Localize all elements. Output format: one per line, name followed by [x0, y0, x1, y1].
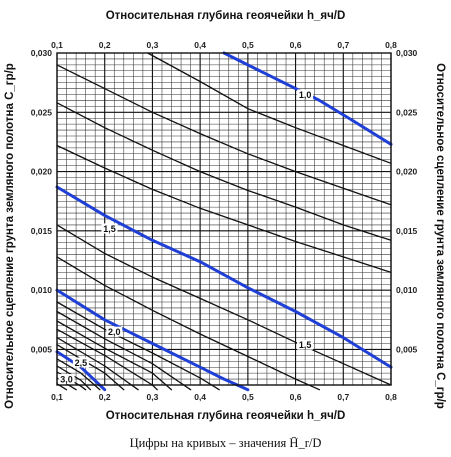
- x-tick-label-bottom: 0,2: [99, 392, 111, 402]
- curve-6: [56, 224, 392, 386]
- x-tick-label-top: 0,5: [242, 40, 254, 50]
- y-tick-label-left: 0,020: [31, 167, 53, 177]
- curve-label: 1,0: [299, 90, 312, 100]
- y-tick-label-left: 0,030: [31, 48, 53, 58]
- y-tick-label-left: 0,025: [31, 107, 53, 117]
- y-tick-label-left: 0,010: [31, 285, 53, 295]
- curve-label: 2,5: [75, 358, 88, 368]
- curve-14: [56, 344, 125, 391]
- x-tick-label-bottom: 0,4: [194, 392, 206, 402]
- curve-13: [56, 336, 139, 391]
- curve-label: 1,5: [103, 224, 116, 234]
- curve-highlight-8: [55, 288, 250, 392]
- x-tick-label-top: 0,1: [51, 40, 63, 50]
- curve-11: [56, 320, 173, 391]
- y-tick-label-right: 0,025: [396, 107, 418, 117]
- y-tick-label-right: 0,020: [396, 167, 418, 177]
- x-tick-label-bottom: 0,6: [290, 392, 302, 402]
- x-tick-label-top: 0,2: [99, 40, 111, 50]
- curve-9: [56, 301, 220, 391]
- curve-12: [56, 328, 158, 391]
- curves: [55, 51, 393, 392]
- curve-label-bg: [106, 326, 123, 337]
- curve-labels: 1,0 1,5 1,5 2,0 2,53,0: [58, 89, 314, 385]
- y-axis-title-left: Относительное сцепление грунта земляного…: [4, 63, 16, 409]
- x-tick-label-top: 0,7: [337, 40, 349, 50]
- y-tick-label-right: 0,005: [396, 344, 418, 354]
- x-tick-label-bottom: 0,5: [242, 392, 254, 402]
- curve-7: [56, 256, 321, 391]
- curve-3: [56, 102, 392, 241]
- curve-label: 2,0: [108, 327, 121, 337]
- x-tick-label-bottom: 0,8: [385, 392, 397, 402]
- y-tick-label-right: 0,015: [396, 226, 418, 236]
- curve-16: [56, 358, 101, 391]
- curve-label-bg: [297, 339, 314, 350]
- curve-label-bg: [72, 357, 89, 368]
- y-tick-label-right: 0,030: [396, 48, 418, 58]
- x-tick-label-bottom: 0,1: [51, 392, 63, 402]
- curve-2: [56, 64, 392, 206]
- plot-frame: [56, 52, 392, 386]
- curve-highlight-0: [222, 51, 393, 146]
- y-tick-label-right: 0,010: [396, 285, 418, 295]
- y-tick-label-left: 0,005: [31, 344, 53, 354]
- y-tick-label-left: 0,015: [31, 226, 53, 236]
- x-tick-label-bottom: 0,7: [337, 392, 349, 402]
- curve-label-bg: [101, 223, 118, 234]
- x-ticks-bottom: 0,1 0,2 0,3 0,4 0,5 0,6 0,7 0,8: [51, 392, 397, 402]
- chart-caption: Цифры на кривых – значения H̄_r/D: [129, 436, 322, 450]
- y-ticks-right: 0,005 0,010 0,015 0,020 0,025 0,030: [396, 48, 418, 354]
- curve-label-bg: [297, 89, 314, 100]
- x-tick-label-top: 0,3: [147, 40, 159, 50]
- y-ticks-left: 0,005 0,010 0,015 0,020 0,025 0,030: [31, 48, 53, 354]
- curve-label: 1,5: [299, 340, 312, 350]
- x-tick-label-top: 0,6: [290, 40, 302, 50]
- y-axis-title-right: Относительное сцепление грунта земляного…: [434, 63, 446, 409]
- curve-label: 3,0: [60, 375, 73, 385]
- x-tick-label-bottom: 0,3: [147, 392, 159, 402]
- x-tick-label-top: 0,4: [194, 40, 206, 50]
- x-ticks-top: 0,1 0,2 0,3 0,4 0,5 0,6 0,7 0,8: [51, 40, 397, 50]
- x-tick-label-top: 0,8: [385, 40, 397, 50]
- curve-label-bg: [58, 374, 75, 385]
- curve-17: [56, 365, 92, 391]
- curve-highlight-5: [55, 185, 393, 369]
- curve-10: [56, 310, 192, 391]
- curve-4: [56, 144, 392, 274]
- x-axis-title-top: Относительная глубина геоячейки h_яч/D: [105, 10, 346, 22]
- curve-1: [147, 52, 392, 164]
- x-axis-title-bottom: Относительная глубина геоячейки h_яч/D: [105, 410, 346, 422]
